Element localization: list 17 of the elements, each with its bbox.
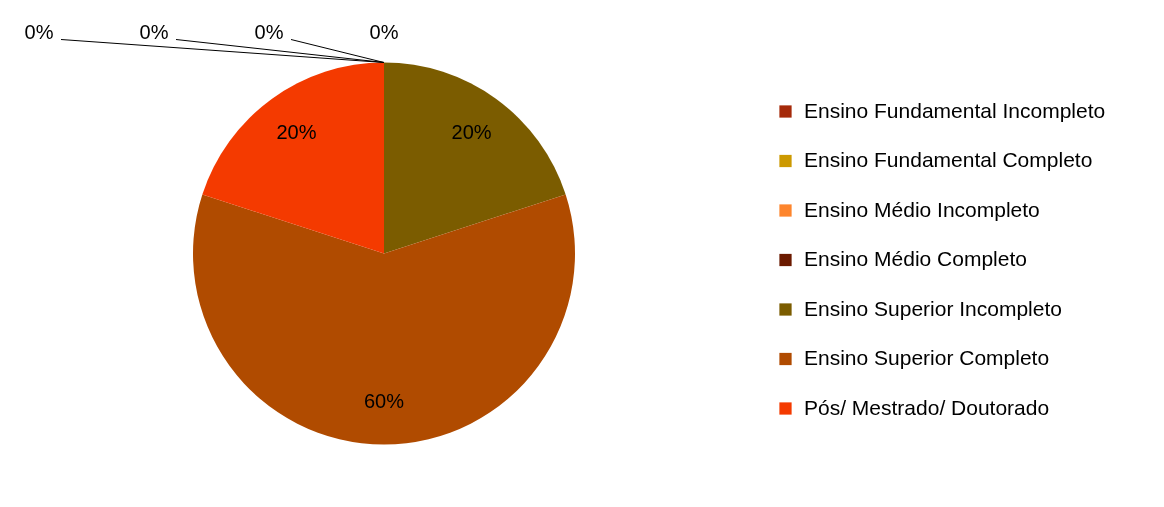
legend-label: Ensino Fundamental Completo [804,148,1093,171]
data-label: 20% [451,120,492,143]
legend-label: Ensino Médio Completo [804,247,1027,270]
pie-slice [202,62,384,254]
text: 0% [24,20,54,43]
pie-slice [384,62,566,254]
text: 0% [254,20,284,43]
legend-label: Ensino Superior Completo [804,346,1050,369]
legend-label: Pós/ Mestrado/ Doutorado [804,395,1050,419]
data-label: 60% [363,390,405,413]
text: 0% [139,20,169,43]
text: 0% [369,20,399,43]
legend-label: Ensino Fundamental Incompleto [804,98,1106,122]
pie-slice [193,194,575,445]
legend-label: Ensino Superior Incompleto [804,296,1062,320]
legend-label: Ensino Médio Incompleto [804,197,1040,221]
data-label: 20% [276,120,317,143]
